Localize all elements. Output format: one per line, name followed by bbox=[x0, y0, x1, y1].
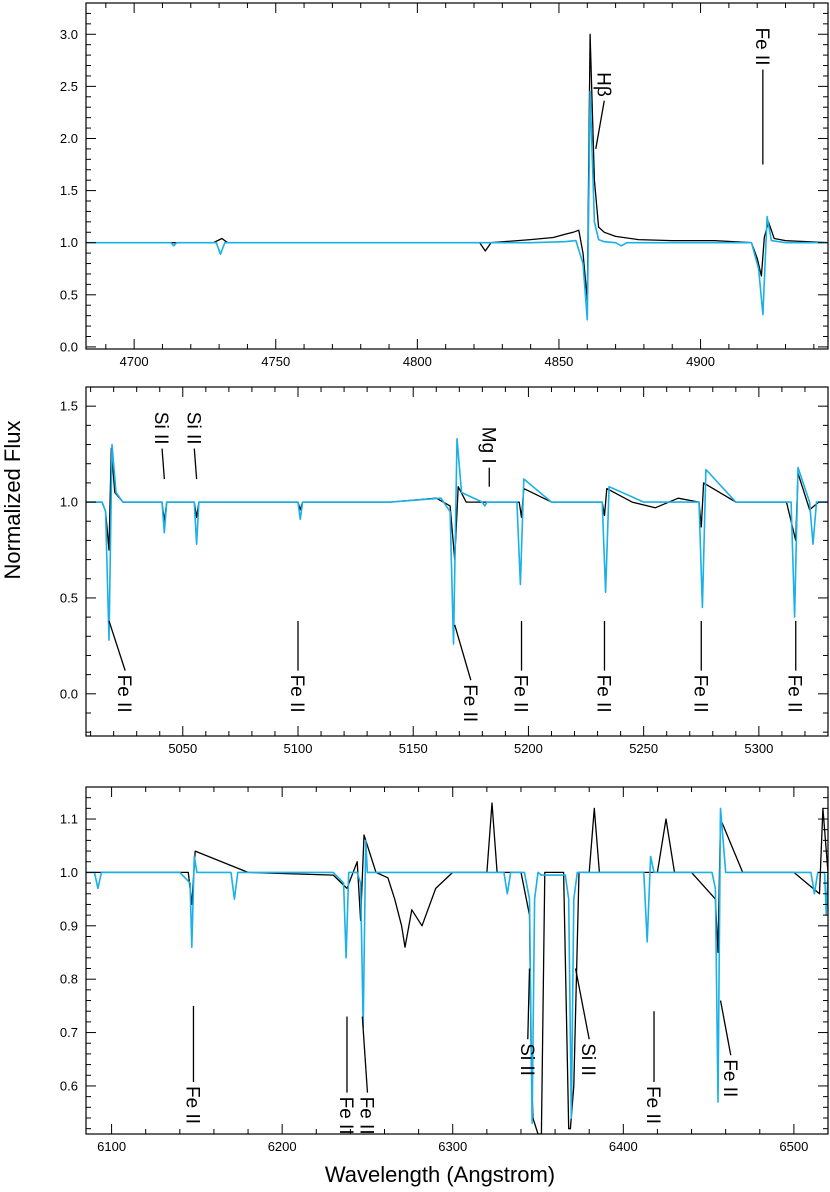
annotation-label: Hβ bbox=[592, 72, 613, 97]
y-tick-label: 0.0 bbox=[60, 339, 78, 354]
annotation-label: Fe II bbox=[286, 675, 307, 713]
y-tick-label: 2.0 bbox=[60, 131, 78, 146]
plot-frame bbox=[85, 386, 829, 737]
x-tick-label: 6300 bbox=[438, 1139, 467, 1154]
annotation-label: Si II bbox=[182, 412, 203, 445]
x-tick-label: 5150 bbox=[399, 741, 428, 756]
annotation-label: Fe II bbox=[751, 27, 772, 65]
series-model-line bbox=[86, 437, 828, 645]
y-tick-label: 0.5 bbox=[60, 287, 78, 302]
y-tick-label: 0.6 bbox=[60, 1078, 78, 1093]
x-tick-label: 6200 bbox=[268, 1139, 297, 1154]
series-model-line bbox=[86, 807, 828, 1125]
x-tick-label: 4800 bbox=[403, 354, 432, 369]
x-tick-label: 6500 bbox=[779, 1139, 808, 1154]
x-tick-label: 4700 bbox=[120, 354, 149, 369]
panel-middle: 5050 5100 5150 5200 5250 5300 0.0 0.5 1.0 1.5 Si I… bbox=[60, 386, 829, 756]
annotation-leader bbox=[108, 620, 126, 671]
y-tick-label: 1.0 bbox=[60, 495, 78, 510]
annotation-label: Fe II bbox=[719, 1059, 740, 1097]
x-tick-label: 5300 bbox=[744, 741, 773, 756]
series-observed-line bbox=[86, 33, 828, 301]
y-tick-label: 0.0 bbox=[60, 686, 78, 701]
annotation-label: Fe II bbox=[510, 675, 531, 713]
x-tick-label: 4900 bbox=[686, 354, 715, 369]
y-tick-label: 0.9 bbox=[60, 918, 78, 933]
x-tick-label: 6400 bbox=[609, 1139, 638, 1154]
annotation-leader bbox=[193, 448, 198, 480]
plot-frame bbox=[85, 786, 829, 1135]
annotation-leader bbox=[361, 1016, 369, 1093]
panel-top: 4700 4750 4800 4850 4900 0.0 0.5 1.0 1.5 2.0 2.5 3.… bbox=[60, 2, 829, 369]
annotation-leader bbox=[574, 968, 590, 1040]
series-model-line bbox=[86, 90, 828, 321]
y-tick-label: 3.0 bbox=[60, 27, 78, 42]
y-tick-label: 0.8 bbox=[60, 972, 78, 987]
plot-frame bbox=[85, 2, 829, 350]
x-tick-label: 5100 bbox=[284, 741, 313, 756]
annotation-label: Fe II bbox=[459, 684, 480, 722]
x-tick-label: 5250 bbox=[629, 741, 658, 756]
y-tick-label: 1.1 bbox=[60, 812, 78, 827]
x-tick-label: 4850 bbox=[544, 354, 573, 369]
annotation-label: Fe II bbox=[784, 675, 805, 713]
panel-bottom: 6100 6200 6300 6400 6500 0.6 0.7 0.8 0.9 1.0 1.1 Fe… bbox=[60, 786, 829, 1154]
annotation-leader bbox=[454, 624, 472, 681]
x-tick-label: 6100 bbox=[97, 1139, 126, 1154]
y-tick-label: 0.7 bbox=[60, 1025, 78, 1040]
annotation-leader bbox=[595, 100, 605, 150]
annotation-label: Fe II bbox=[642, 1086, 663, 1124]
y-axis-label: Normalized Flux bbox=[0, 421, 25, 580]
x-axis-label: Wavelength (Angstrom) bbox=[325, 1162, 555, 1187]
x-tick-label: 4750 bbox=[261, 354, 290, 369]
annotation-label: Fe II bbox=[335, 1097, 356, 1135]
annotation-label: Si II bbox=[516, 1043, 537, 1076]
annotation-label: Fe II bbox=[593, 675, 614, 713]
annotation-leader bbox=[719, 1000, 732, 1056]
annotation-label: Si II bbox=[577, 1043, 598, 1076]
y-tick-label: 2.5 bbox=[60, 79, 78, 94]
x-tick-label: 5200 bbox=[514, 741, 543, 756]
annotation-label: Si II bbox=[150, 412, 171, 445]
y-tick-label: 1.0 bbox=[60, 235, 78, 250]
annotation-leader bbox=[161, 448, 165, 480]
annotation-label: Fe II bbox=[182, 1086, 203, 1124]
x-tick-label: 5050 bbox=[168, 741, 197, 756]
annotation-label: Fe II bbox=[689, 675, 710, 713]
y-tick-label: 1.0 bbox=[60, 865, 78, 880]
panels: 4700 4750 4800 4850 4900 0.0 0.5 1.0 1.5 2.0 2.5 3.… bbox=[60, 2, 829, 1154]
y-tick-label: 0.5 bbox=[60, 590, 78, 605]
y-tick-label: 1.5 bbox=[60, 183, 78, 198]
annotation-leader bbox=[527, 968, 531, 1040]
y-tick-label: 1.5 bbox=[60, 399, 78, 414]
annotation-label: Fe II bbox=[113, 675, 134, 713]
annotation-label: Mg I bbox=[477, 427, 498, 464]
annotation-label: Fe II bbox=[355, 1097, 376, 1135]
